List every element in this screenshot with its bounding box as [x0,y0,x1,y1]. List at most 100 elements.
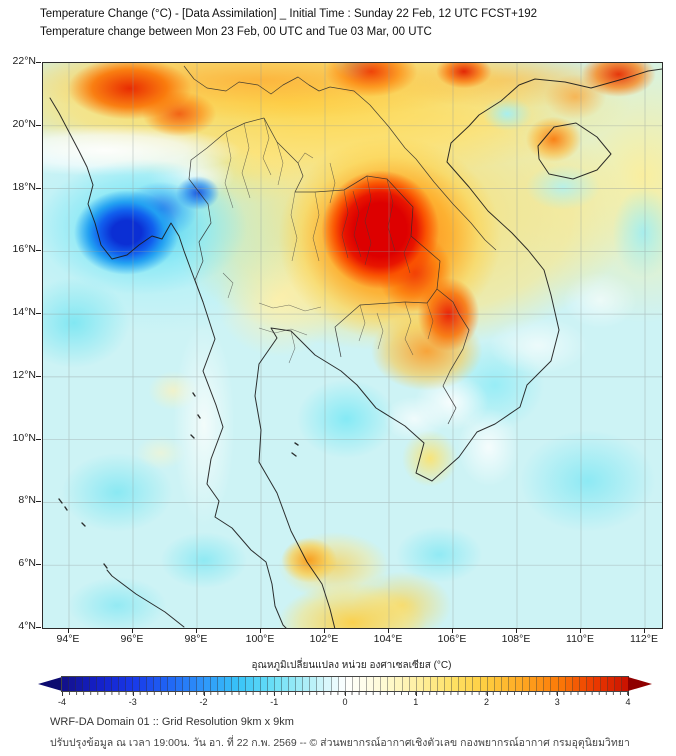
colorbar-segment [473,677,481,691]
colorbar-segment [565,677,573,691]
colorbar-segment [459,677,467,691]
colorbar-segment [551,677,559,691]
colorbar-segment [83,677,91,691]
colorbar-segment [218,677,226,691]
colorbar-tick-label: 3 [554,697,560,707]
colorbar-segment [111,677,119,691]
x-axis-tick-label: 104°E [373,633,403,645]
border-mekong-thai-lao-cambodia [263,117,441,358]
footer-credit-thai: ปรับปรุงข้อมูล ณ เวลา 19:00น. วัน อา. ที… [50,737,630,749]
colorbar-segment [310,677,318,691]
colorbar-body [61,676,629,692]
colorbar-segment [530,677,538,691]
colorbar-segment [225,677,233,691]
y-axis-tick-label: 10°N [12,431,36,444]
colorbar-segment [494,677,502,691]
colorbar-segment [409,677,417,691]
colorbar-segment [487,677,495,691]
x-axis-tick-label: 102°E [309,633,339,645]
colorbar-segment [232,677,240,691]
coastline-sumatra [106,569,185,628]
colorbar-segment [508,677,516,691]
colorbar-segment [76,677,84,691]
colorbar-segment [345,677,353,691]
coastline-hainan [537,122,612,180]
colorbar-major-tick [203,692,205,696]
figure-title: Temperature Change (°C) - [Data Assimila… [40,8,538,20]
x-axis-tick-label: 110°E [566,633,594,645]
colorbar-tick-label: -3 [128,697,137,707]
colorbar-segment [601,677,609,691]
colorbar-segment [395,677,403,691]
x-axis-tick-label: 94°E [56,633,80,645]
colorbar-tick-label: 2 [483,697,489,707]
x-axis-tick-label: 108°E [501,633,531,645]
x-axis-tick-mark [196,628,197,633]
colorbar-segment [615,677,623,691]
y-axis-tick-label: 6°N [18,557,36,570]
colorbar-segment [537,677,545,691]
colorbar-segment [90,677,98,691]
colorbar-major-tick [345,692,346,696]
y-axis-tick-mark [36,124,41,126]
colorbar-segment [239,677,247,691]
colorbar-segment [430,677,438,691]
colorbar-tick-label: 4 [625,697,631,707]
y-axis-tick-label: 18°N [12,180,36,193]
colorbar-segment [168,677,176,691]
colorbar-tick-label: -4 [57,697,66,707]
colorbar-segment [374,677,382,691]
colorbar-segment [267,677,275,691]
footer-domain-info: WRF-DA Domain 01 :: Grid Resolution 9km … [50,716,294,728]
colorbar-segment [402,677,410,691]
colorbar-segment [303,677,311,691]
colorbar-segment [62,677,70,691]
colorbar-segment [97,677,105,691]
colorbar-segment [423,677,431,691]
colorbar-segment [352,677,360,691]
colorbar-segment [516,677,524,691]
colorbar-segment [586,677,595,691]
x-axis-tick-mark [644,628,645,633]
colorbar-major-tick [628,692,629,696]
colorbar-segment [203,677,211,691]
colorbar-segment [501,677,509,691]
y-axis-tick-mark [36,313,41,315]
colorbar-segment [367,677,375,691]
x-axis-tick-mark [132,628,133,633]
border-northern [183,65,331,95]
y-axis-tick-label: 14°N [12,306,36,319]
colorbar-segment [118,677,126,691]
y-axis-tick-label: 20°N [12,117,36,130]
map-overlay-svg [43,63,662,628]
colorbar-segment [388,677,396,691]
colorbar-segment [523,677,531,691]
y-axis-tick-mark [36,250,41,252]
x-axis-tick-mark [388,628,389,633]
colorbar-segment [246,677,254,691]
colorbar-segment [260,677,268,691]
map-plot-area [42,62,663,629]
colorbar-major-tick [62,692,63,696]
colorbar-tick-label: 1 [413,697,419,707]
islands [58,392,299,569]
border-laos-vietnam [329,86,497,251]
x-axis-tick-mark [68,628,69,633]
y-axis-tick-mark [36,62,41,63]
colorbar-under-arrow [38,677,62,691]
x-axis-tick-mark [452,628,453,633]
y-axis-tick-mark [36,375,41,377]
border-myanmar-thailand [188,117,265,303]
x-axis-tick-label: 100°E [245,633,275,645]
x-axis-tick-mark [260,628,261,633]
x-axis-tick-label: 98°E [184,633,208,645]
border-cambodia-vietnam [436,288,470,425]
colorbar-segment [289,677,297,691]
colorbar-segment [381,677,389,691]
colorbar-segment [140,677,148,691]
colorbar-segment [466,677,474,691]
colorbar-segment [331,677,339,691]
colorbar-major-tick [557,692,559,696]
x-axis-tick-label: 112°E [630,633,658,645]
colorbar-segment [161,677,169,691]
